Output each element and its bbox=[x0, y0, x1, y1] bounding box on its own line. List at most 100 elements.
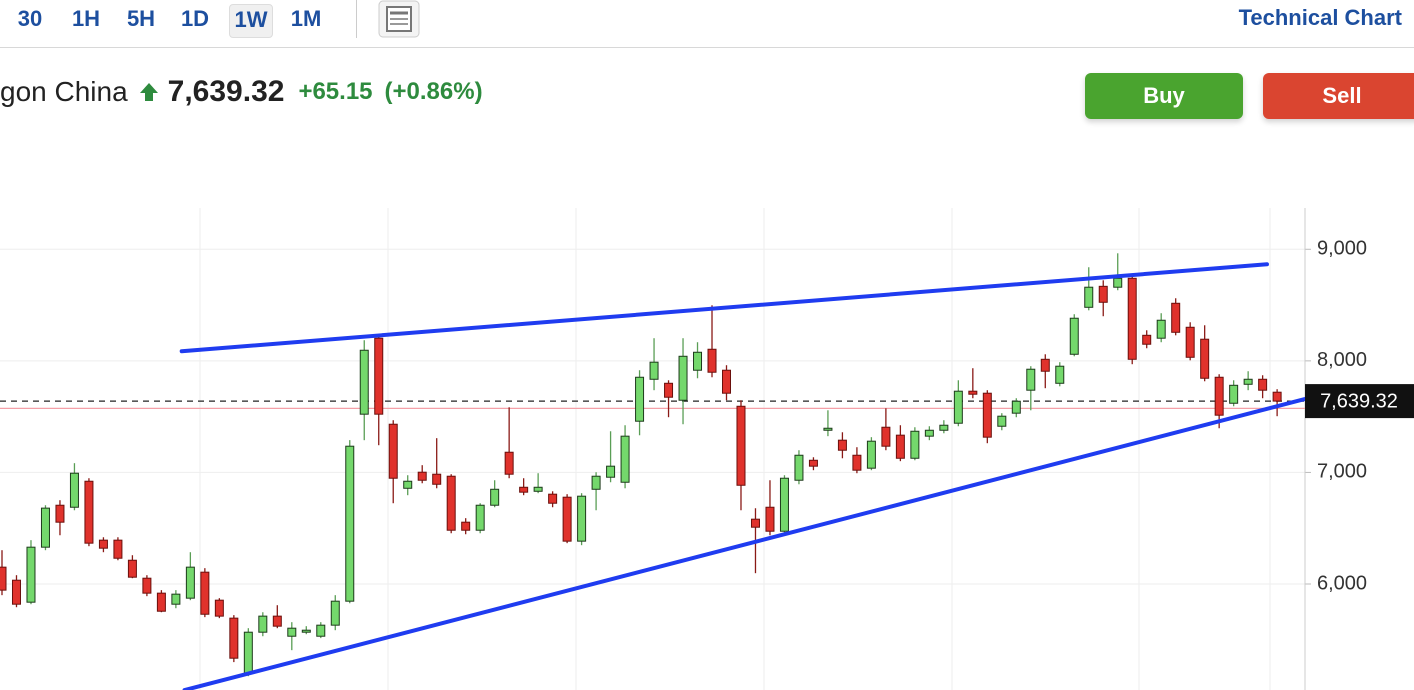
period-button[interactable]: 1W bbox=[229, 4, 273, 38]
toolbar: 30 1H 5H 1D 1W 1M Technical Chart bbox=[0, 0, 1414, 48]
candle-body bbox=[982, 392, 992, 438]
candle-body bbox=[736, 405, 746, 486]
candle-body bbox=[359, 349, 369, 415]
candle-body bbox=[1142, 334, 1152, 345]
candle-body bbox=[533, 486, 543, 492]
candle-body bbox=[924, 429, 934, 437]
candle-body bbox=[548, 493, 558, 504]
candle-body bbox=[779, 477, 789, 532]
candle-body bbox=[388, 423, 398, 479]
quote-header: gon China 7,639.32 +65.15 (+0.86%) bbox=[0, 72, 483, 112]
candle-body bbox=[722, 369, 731, 394]
candle-body bbox=[707, 348, 717, 373]
candle-body bbox=[664, 382, 674, 398]
candle-body bbox=[1098, 285, 1108, 303]
technical-chart-link[interactable]: Technical Chart bbox=[1238, 5, 1402, 30]
candle-body bbox=[403, 480, 413, 489]
candle-body bbox=[837, 439, 847, 451]
candle-body bbox=[330, 600, 340, 626]
candle-body bbox=[765, 506, 775, 532]
candle-body bbox=[504, 451, 514, 475]
period-button[interactable]: 30 bbox=[17, 6, 43, 31]
buy-button[interactable]: Buy bbox=[1085, 73, 1243, 119]
candle-body bbox=[316, 624, 326, 637]
candle-body bbox=[156, 592, 166, 612]
candle-body bbox=[200, 571, 210, 615]
period-button[interactable]: 1M bbox=[290, 6, 322, 31]
candle-body bbox=[272, 615, 282, 627]
candle-body bbox=[446, 475, 456, 531]
candle-body bbox=[649, 361, 659, 380]
candle-body bbox=[866, 440, 876, 469]
candle-body bbox=[1113, 277, 1123, 288]
candle-body bbox=[1229, 384, 1239, 404]
period-button[interactable]: 1H bbox=[71, 6, 101, 31]
candle-body bbox=[1171, 302, 1181, 333]
candle-body bbox=[417, 471, 427, 481]
candle-body bbox=[40, 507, 50, 548]
candle-body bbox=[606, 465, 616, 478]
candle-body bbox=[84, 480, 94, 544]
trendline bbox=[179, 262, 1269, 354]
sell-button[interactable]: Sell bbox=[1263, 73, 1414, 119]
candle-body bbox=[171, 593, 181, 605]
candle-body bbox=[1185, 326, 1195, 358]
period-button[interactable]: 5H bbox=[126, 6, 156, 31]
y-tick-label: 7,000 bbox=[1317, 461, 1367, 483]
period-button[interactable]: 1D bbox=[180, 6, 210, 31]
candle-body bbox=[1127, 277, 1137, 360]
candle-body bbox=[997, 415, 1007, 427]
candle-body bbox=[345, 445, 355, 602]
candle-body bbox=[432, 473, 442, 485]
candle-body bbox=[98, 539, 108, 549]
candle-body bbox=[968, 390, 978, 395]
candle-body bbox=[1055, 365, 1065, 384]
y-tick-label: 9,000 bbox=[1317, 238, 1367, 260]
candle-body bbox=[1243, 378, 1253, 385]
candle-body bbox=[881, 426, 891, 447]
instrument-name: gon China bbox=[0, 76, 128, 107]
candle-body bbox=[591, 475, 601, 490]
candle-body bbox=[374, 337, 384, 415]
y-tick-label: 8,000 bbox=[1317, 349, 1367, 371]
candle-body bbox=[678, 355, 688, 401]
candle-body bbox=[1272, 391, 1282, 402]
candle-body bbox=[127, 559, 137, 578]
candle-body bbox=[287, 627, 297, 637]
price: 7,639.32 bbox=[167, 75, 285, 108]
candle-body bbox=[11, 579, 21, 605]
y-tick-label: 6,000 bbox=[1317, 572, 1367, 594]
candle-body bbox=[1011, 400, 1021, 414]
candle-body bbox=[519, 486, 529, 493]
candle-body bbox=[620, 435, 630, 483]
candle-body bbox=[823, 427, 833, 431]
candle-body bbox=[1258, 378, 1268, 391]
candle-body bbox=[229, 617, 239, 659]
candle-body bbox=[1026, 368, 1036, 391]
candle-body bbox=[939, 424, 949, 431]
candle-body bbox=[0, 566, 7, 591]
candle-body bbox=[1200, 338, 1210, 379]
candle-body bbox=[895, 434, 905, 459]
candle-body bbox=[490, 488, 500, 506]
candle-body bbox=[852, 454, 862, 471]
candle-body bbox=[1156, 319, 1166, 339]
candle-body bbox=[635, 376, 645, 422]
candle-body bbox=[577, 495, 587, 542]
candle-body bbox=[142, 577, 152, 594]
change-percent: (+0.86%) bbox=[384, 78, 483, 105]
candle-body bbox=[243, 631, 253, 674]
candle-body bbox=[475, 504, 485, 531]
candle-body bbox=[26, 546, 36, 603]
candle-body bbox=[562, 496, 572, 542]
last-price-label: 7,639.32 bbox=[1320, 390, 1398, 412]
candle-body bbox=[953, 390, 963, 424]
chart-style-icon[interactable] bbox=[378, 0, 420, 38]
candle-body bbox=[258, 615, 268, 633]
candle-body bbox=[910, 430, 920, 459]
last-price-box bbox=[1305, 384, 1414, 419]
candle-body bbox=[1069, 317, 1079, 355]
up-arrow bbox=[139, 83, 158, 101]
